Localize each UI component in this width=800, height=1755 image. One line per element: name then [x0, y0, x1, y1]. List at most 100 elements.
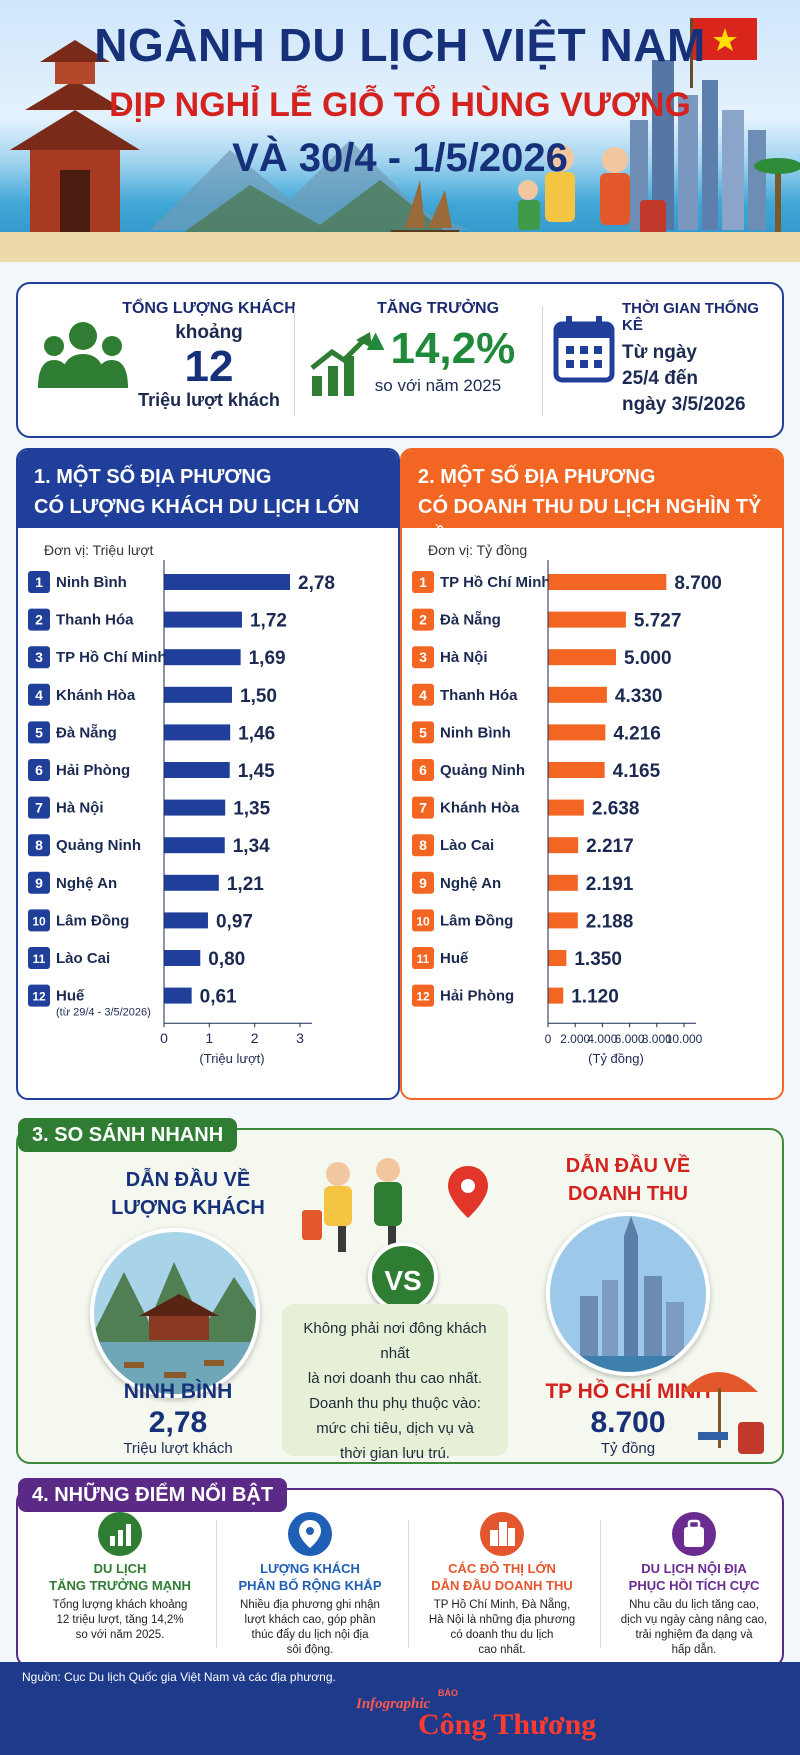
bar: [548, 611, 626, 628]
category-label: Ninh Bình: [56, 574, 127, 591]
period-line-1: Từ ngày: [622, 342, 697, 363]
x-tick-label: 10.000: [666, 1032, 703, 1046]
data-label: 1,50: [240, 686, 277, 707]
category-label: Lâm Đồng: [440, 912, 513, 929]
beach-umbrella-illustration: [682, 1372, 764, 1454]
data-label: 0,80: [208, 949, 245, 970]
highlight-text: Tổng lượng khách khoảng 12 triệu lượt, t…: [32, 1598, 208, 1643]
left-title-line-2: LƯỢNG KHÁCH: [111, 1197, 265, 1219]
rank-number: 1: [35, 574, 43, 590]
bar: [548, 950, 567, 966]
highlight-text-line: trải nghiệm đa dạng và: [635, 1629, 753, 1641]
data-label: 2.217: [586, 836, 634, 857]
rank-number: 9: [419, 875, 427, 891]
category-label: Thanh Hóa: [440, 687, 518, 704]
category-label: Hà Nội: [440, 649, 488, 666]
right-city-name: TP HỒ CHÍ MINH: [545, 1380, 711, 1403]
right-city-unit: Tỷ đồng: [600, 1440, 656, 1457]
note-line: là nơi doanh thu cao nhất.: [307, 1370, 483, 1387]
bar: [164, 799, 226, 816]
rank-badge: [28, 947, 50, 969]
rank-badge: [412, 571, 434, 593]
rank-badge: [28, 683, 50, 706]
rank-badge: [412, 984, 434, 1007]
right-lead-title: DẪN ĐẦU VỀ DOANH THU: [528, 1152, 728, 1208]
bar: [548, 799, 584, 816]
section-tab: 3. SO SÁNH NHANH: [18, 1118, 238, 1152]
left-title-line-1: DẪN ĐẦU VỀ: [125, 1169, 251, 1191]
bar: [164, 950, 201, 966]
ninh-binh-photo: [90, 1228, 260, 1398]
highlight-text-line: có doanh thu du lịch: [450, 1629, 554, 1641]
rank-badge: [412, 608, 434, 631]
rank-number: 7: [35, 800, 43, 816]
bar: [164, 912, 208, 929]
category-label: Hà Nội: [56, 800, 104, 817]
page-subtitle-1: DỊP NGHỈ LỄ GIỖ TỔ HÙNG VƯƠNG: [109, 86, 691, 124]
highlight-title: LƯỢNG KHÁCH PHÂN BỐ RỘNG KHẮP: [222, 1560, 398, 1594]
divider: [542, 306, 543, 416]
highlight-text-line: Nhiều địa phương ghi nhận: [240, 1599, 380, 1611]
x-tick-label: 2.000: [560, 1032, 590, 1046]
bar: [548, 762, 605, 778]
bar: [548, 686, 607, 703]
visitors-stat: TỔNG LƯỢNG KHÁCH khoảng 12 Triệu lượt kh…: [122, 294, 296, 426]
rank-number: 10: [32, 914, 46, 928]
visitors-value: 12: [184, 342, 234, 391]
highlight-text-line: hấp dẫn.: [671, 1644, 717, 1656]
x-tick-label: 0: [160, 1030, 168, 1046]
city-buildings-icon: [480, 1512, 524, 1556]
right-city-value: 8.700: [590, 1406, 666, 1439]
visitors-prefix: khoảng: [175, 322, 243, 343]
rank-number: 2: [35, 612, 43, 628]
right-title-line-2: DOANH THU: [568, 1183, 688, 1205]
highlight-title-line: CÁC ĐÔ THỊ LỚN: [448, 1561, 556, 1576]
compare-note: Không phải nơi đông khách nhất là nơi do…: [282, 1304, 508, 1462]
chart-unit-note: Đơn vị: Triệu lượt: [44, 542, 154, 558]
rank-badge: [28, 984, 50, 1007]
chart-title-line-2: CÓ DOANH THU DU LỊCH NGHÌN TỶ ĐỒNG: [418, 496, 762, 548]
highlight-item: DU LỊCH TĂNG TRƯỞNG MẠNH Tổng lượng khác…: [32, 1512, 208, 1662]
category-label: Quảng Ninh: [440, 762, 525, 779]
page-title: NGÀNH DU LỊCH VIỆT NAM: [94, 19, 706, 71]
highlight-title-line: DU LỊCH NỘI ĐỊA: [641, 1561, 747, 1576]
category-label: Thanh Hóa: [56, 612, 134, 629]
note-line: Không phải nơi đông khách nhất: [303, 1320, 487, 1362]
left-city-unit: Triệu lượt khách: [123, 1440, 233, 1457]
hero-banner: NGÀNH DU LỊCH VIỆT NAM DỊP NGHỈ LỄ GIỖ T…: [0, 0, 800, 262]
growth-value: 14,2%: [390, 324, 516, 373]
category-label: Khánh Hòa: [56, 687, 136, 704]
highlight-text-line: thúc đẩy du lịch nội địa: [251, 1629, 369, 1641]
note-line: Doanh thu phụ thuộc vào:: [309, 1395, 481, 1412]
rank-badge: [28, 796, 50, 819]
highlight-text-line: dịch vụ ngày càng nâng cao,: [620, 1614, 768, 1626]
visitors-bar-chart: 1 Ninh Bình 2,78 2 Thanh Hóa 1,72 3 TP Hồ Chí M…: [28, 560, 335, 1066]
data-label: 1,46: [238, 723, 275, 744]
bar: [164, 574, 291, 590]
bar: [548, 912, 578, 929]
page-subtitle-2: VÀ 30/4 - 1/5/2026: [232, 136, 568, 180]
bar: [548, 987, 564, 1004]
rank-number: 5: [419, 724, 427, 740]
x-tick-label: 2: [251, 1030, 259, 1046]
data-label: 1,34: [233, 836, 270, 857]
rank-badge: [28, 571, 50, 593]
data-label: 4.165: [613, 761, 661, 782]
highlight-title-line: PHÂN BỐ RỘNG KHẮP: [238, 1578, 382, 1593]
bar: [164, 649, 241, 666]
highlights-section: 4. NHỮNG ĐIỂM NỔI BẬT DU LỊCH TĂNG TRƯỞN…: [16, 1478, 784, 1668]
category-label: Nghệ An: [56, 875, 117, 892]
bar: [164, 874, 219, 891]
rank-badge: [28, 834, 50, 857]
rank-badge: [412, 721, 434, 744]
left-city-value: 2,78: [148, 1406, 208, 1439]
category-label: Lào Cai: [440, 837, 494, 854]
data-label: 0,97: [216, 911, 253, 932]
highlight-text-line: TP Hồ Chí Minh, Đà Nẵng,: [433, 1599, 571, 1611]
bar: [548, 649, 616, 666]
data-label: 1,72: [250, 611, 287, 632]
suitcase-icon: [672, 1512, 716, 1556]
highlight-title: CÁC ĐÔ THỊ LỚN DẪN ĐẦU DOANH THU: [414, 1560, 590, 1594]
highlight-title: DU LỊCH TĂNG TRƯỞNG MẠNH: [32, 1560, 208, 1594]
highlight-item: LƯỢNG KHÁCH PHÂN BỐ RỘNG KHẮP Nhiều địa …: [222, 1512, 398, 1662]
